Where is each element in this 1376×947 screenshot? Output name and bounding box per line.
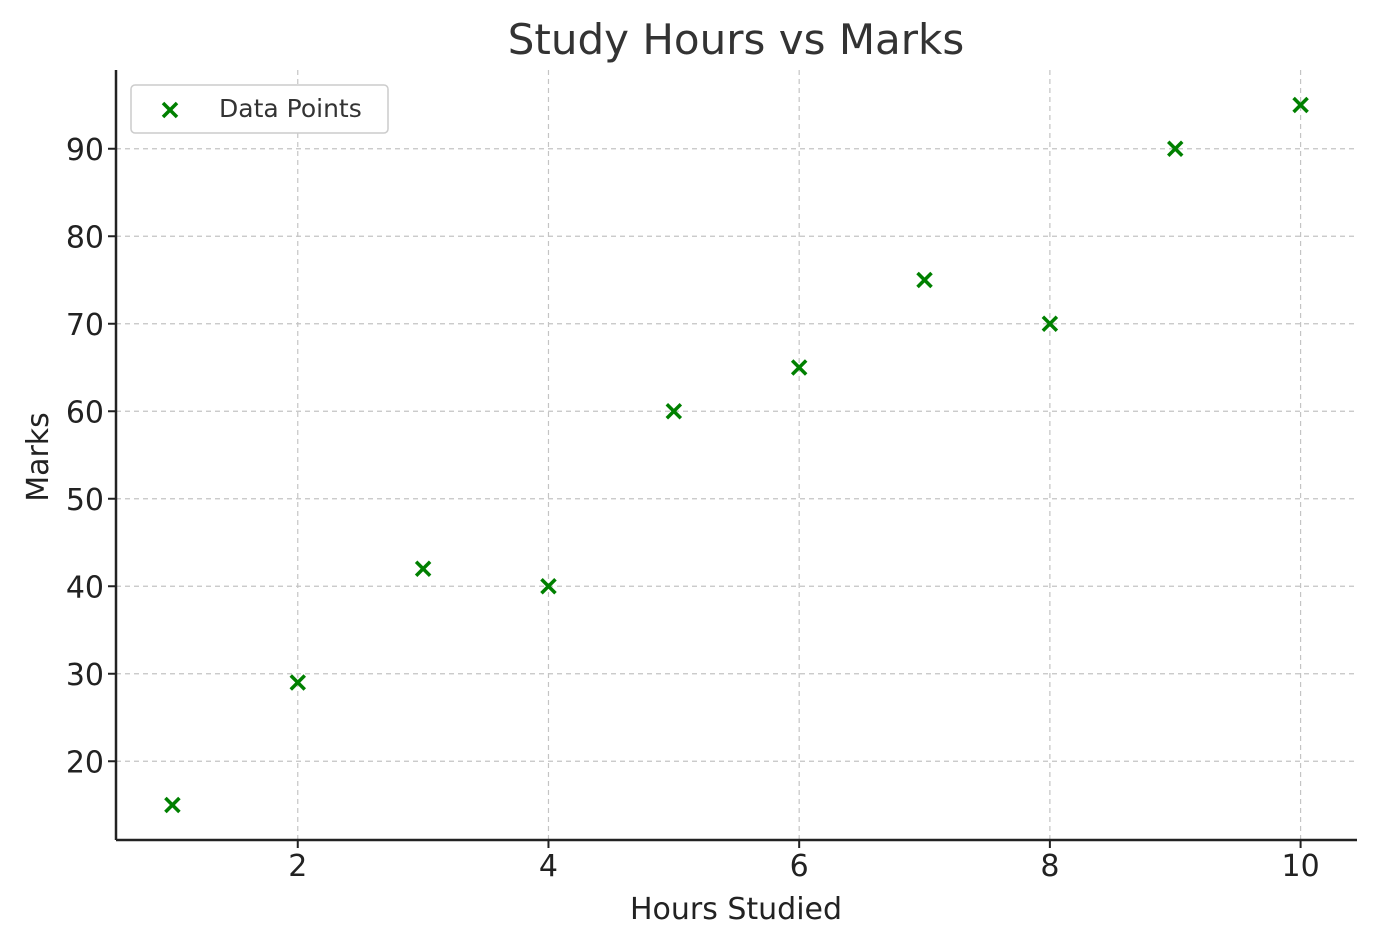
x-tick-label: 6 [790, 849, 809, 884]
y-tick-label: 50 [66, 483, 104, 518]
grid [116, 70, 1357, 840]
data-point [540, 578, 557, 595]
legend-box [130, 84, 389, 134]
data-point [916, 271, 933, 289]
legend: Data Points [130, 84, 389, 134]
y-axis-label: Marks [21, 412, 56, 502]
x-tick-label: 4 [539, 849, 558, 884]
data-point [1041, 315, 1059, 332]
x-axis-label: Hours Studied [630, 892, 842, 927]
legend-marker-x [161, 101, 179, 119]
axis-ticks: 2 4 6 8 10 20 30 40 50 60 70 80 90 [66, 133, 1320, 884]
y-tick-label: 60 [66, 395, 104, 430]
data-point [164, 796, 181, 814]
data-point [790, 359, 808, 376]
x-tick-label: 8 [1040, 849, 1059, 884]
data-point [1166, 140, 1184, 157]
legend-label: Data Points [219, 94, 362, 123]
x-tick-label: 2 [288, 849, 307, 884]
data-point [414, 560, 432, 577]
y-tick-label: 70 [66, 308, 104, 343]
data-point [665, 403, 683, 420]
data-point [1292, 96, 1309, 114]
legend-marker-icon [161, 101, 179, 119]
y-tick-label: 20 [66, 745, 104, 780]
data-point [289, 674, 307, 691]
y-tick-label: 40 [66, 570, 104, 605]
data-points [164, 96, 1309, 814]
y-tick-label: 80 [66, 220, 104, 255]
y-tick-label: 90 [66, 133, 104, 168]
y-tick-label: 30 [66, 658, 104, 693]
x-tick-label: 10 [1281, 849, 1319, 884]
chart-title: Study Hours vs Marks [508, 15, 965, 64]
